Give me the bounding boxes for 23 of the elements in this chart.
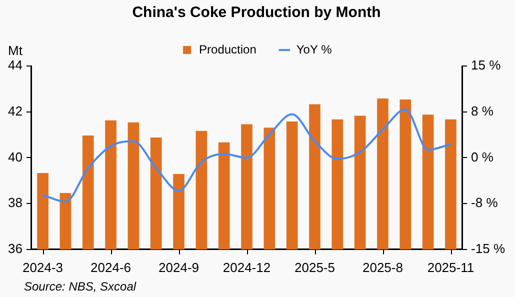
y2-tick-label: 0 % bbox=[471, 149, 494, 164]
chart-title: China's Coke Production by Month bbox=[132, 4, 381, 22]
y2-tick-label: -15 % bbox=[471, 240, 506, 256]
x-tick-label: 2024-9 bbox=[158, 260, 200, 275]
x-tick-label: 2025-5 bbox=[294, 260, 335, 275]
x-tick-label: 2024-3 bbox=[22, 260, 64, 275]
x-tick-label: 2024-12 bbox=[222, 260, 271, 275]
y-tick-label: 40 bbox=[8, 149, 22, 164]
legend-label: Production bbox=[199, 42, 256, 56]
x-tick-label: 2025-11 bbox=[427, 260, 474, 275]
source-note: Source: NBS, Sxcoal bbox=[24, 279, 136, 294]
y2-tick-label: 8 % bbox=[471, 103, 494, 118]
y-axis-title: Mt bbox=[8, 43, 23, 58]
y2-tick-label: 15 % bbox=[471, 58, 502, 73]
x-tick-label: 2025-8 bbox=[362, 260, 403, 275]
line-series bbox=[42, 108, 452, 203]
y-tick-label: 36 bbox=[8, 240, 22, 256]
y-tick-label: 44 bbox=[8, 58, 22, 73]
y-tick-label: 42 bbox=[8, 103, 22, 118]
y2-tick-label: -8 % bbox=[471, 195, 498, 210]
legend-label: YoY % bbox=[296, 42, 332, 56]
y-tick-label: 38 bbox=[8, 195, 22, 210]
x-tick-label: 2024-6 bbox=[90, 260, 132, 275]
